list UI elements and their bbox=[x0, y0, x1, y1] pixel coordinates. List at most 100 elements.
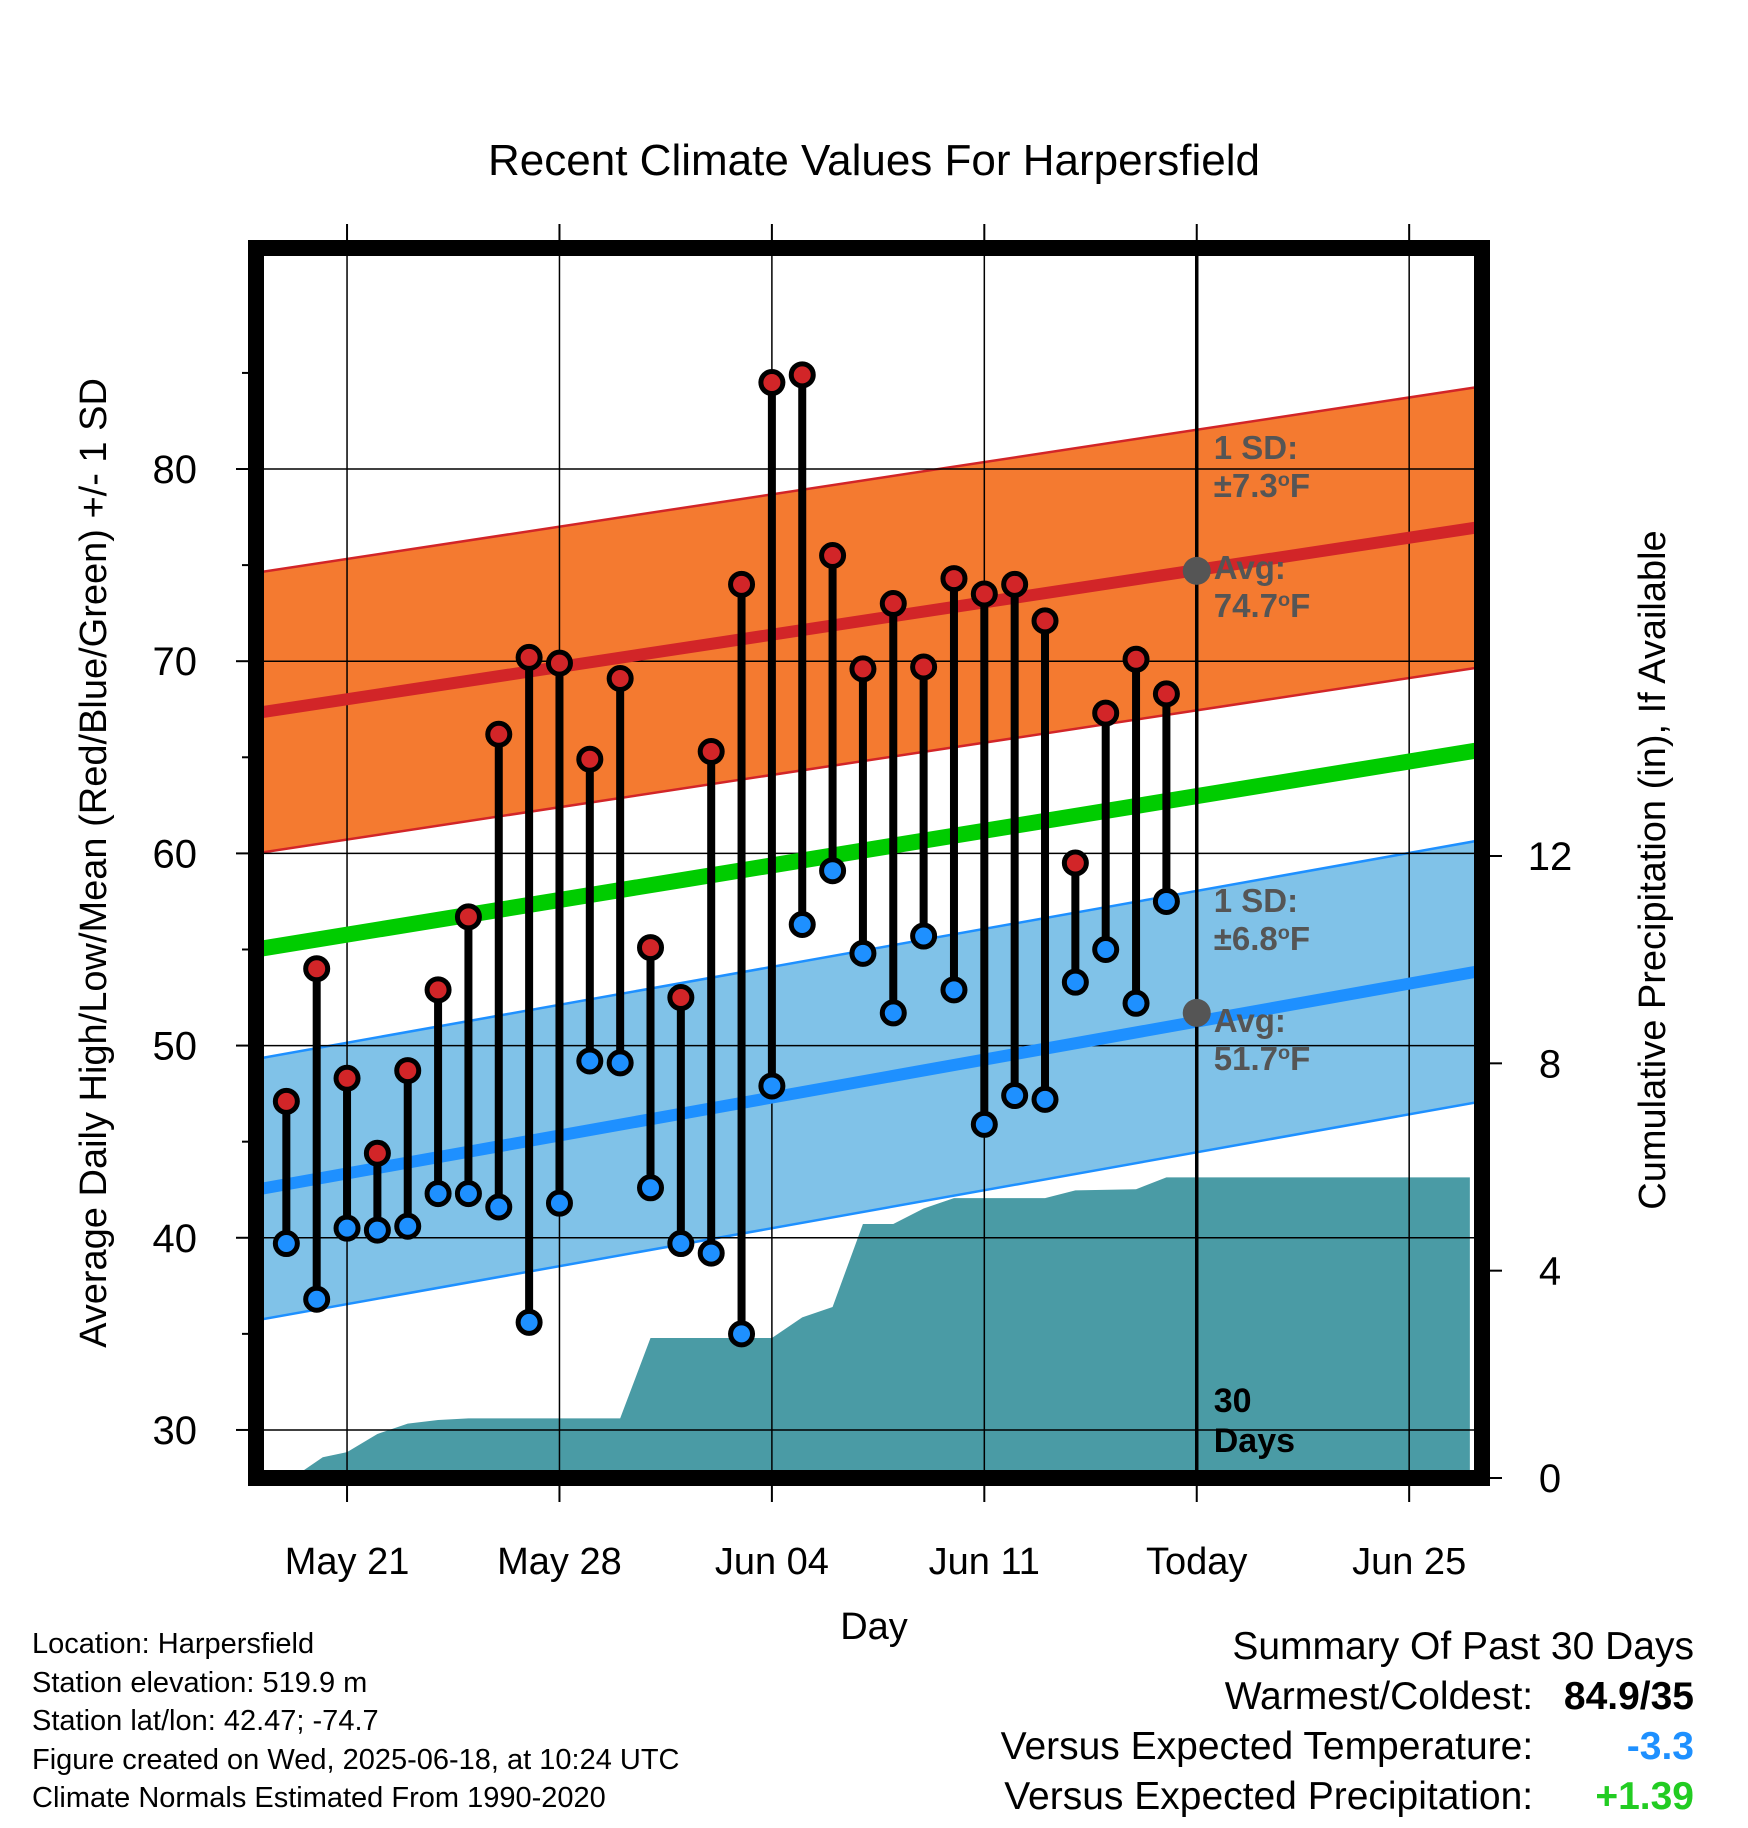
daily-low-point bbox=[394, 1212, 422, 1240]
today-days-label-line: Days bbox=[1214, 1422, 1295, 1460]
y-axis-title-left: Average Daily High/Low/Mean (Red/Blue/Gr… bbox=[73, 378, 115, 1348]
x-axis-title: Day bbox=[840, 1606, 908, 1648]
y-tick-label-left: 70 bbox=[153, 640, 198, 684]
temp-label: Versus Expected Temperature: bbox=[1000, 1725, 1534, 1768]
daily-high-point bbox=[667, 984, 695, 1012]
y-tick-label-left: 80 bbox=[153, 448, 198, 492]
daily-low-point bbox=[454, 1180, 482, 1208]
daily-low-point bbox=[910, 922, 938, 950]
today-high-avg-dot bbox=[1182, 556, 1211, 585]
location-text: Location: Harpersfield bbox=[32, 1628, 315, 1660]
daily-low-point bbox=[849, 939, 877, 967]
degree-symbol: o bbox=[1278, 589, 1290, 611]
daily-high-point bbox=[333, 1064, 361, 1092]
daily-low-point bbox=[576, 1047, 604, 1075]
daily-high-point bbox=[1031, 607, 1059, 635]
daily-low-point bbox=[970, 1110, 998, 1138]
daily-high-point bbox=[940, 565, 968, 593]
daily-high-point bbox=[545, 649, 573, 677]
daily-high-point bbox=[697, 738, 725, 766]
y-tick-label-right: 8 bbox=[1539, 1042, 1561, 1086]
chart-title: Recent Climate Values For Harpersfield bbox=[488, 136, 1260, 185]
daily-high-point bbox=[1122, 645, 1150, 673]
high-avg-annotation: Avg: 74.7oF bbox=[1214, 549, 1311, 624]
degree-symbol: o bbox=[1278, 469, 1290, 491]
y-tick-label-left: 30 bbox=[153, 1409, 198, 1453]
summary-warmest-row: Warmest/Coldest: 84.9/35 bbox=[1001, 1672, 1694, 1722]
daily-high-point bbox=[272, 1087, 300, 1115]
station-info: Location: Harpersfield Station elevation… bbox=[32, 1625, 680, 1818]
high-sd-annotation-line: ±7.3oF bbox=[1214, 467, 1310, 504]
precip-label: Versus Expected Precipitation: bbox=[1004, 1775, 1534, 1818]
latlon-text: Station lat/lon: 42.47; -74.7 bbox=[32, 1705, 379, 1737]
daily-low-point bbox=[606, 1049, 634, 1077]
plot-frame bbox=[248, 240, 1490, 1486]
created-text: Figure created on Wed, 2025-06-18, at 10… bbox=[32, 1743, 680, 1776]
summary-precip-row: Versus Expected Precipitation: +1.39 bbox=[1001, 1772, 1694, 1822]
low-sd-annotation: 1 SD: ±6.8oF bbox=[1214, 882, 1310, 957]
y-tick-label-left: 60 bbox=[153, 832, 198, 876]
normals-text: Climate Normals Estimated From 1990-2020 bbox=[32, 1782, 606, 1814]
daily-low-point bbox=[1001, 1082, 1029, 1110]
summary-temp-row: Versus Expected Temperature: -3.3 bbox=[1001, 1722, 1694, 1772]
elevation-text: Station elevation: 519.9 m bbox=[32, 1666, 368, 1699]
daily-high-point bbox=[879, 590, 907, 618]
daily-low-point bbox=[424, 1180, 452, 1208]
warmest-label: Warmest/Coldest: bbox=[1224, 1675, 1534, 1718]
daily-high-point bbox=[788, 361, 816, 389]
daily-high-point bbox=[363, 1139, 391, 1167]
y-tick-label-right: 12 bbox=[1528, 835, 1573, 879]
daily-high-point bbox=[1092, 699, 1120, 727]
daily-low-point bbox=[485, 1193, 513, 1221]
high-sd-annotation: 1 SD: ±7.3oF bbox=[1214, 429, 1310, 504]
daily-low-point bbox=[667, 1230, 695, 1258]
daily-low-point bbox=[879, 999, 907, 1027]
today-days-label: 30 Days bbox=[1214, 1382, 1295, 1460]
normal-low-line bbox=[256, 964, 1482, 1196]
low-avg-annotation: Avg: 51.7oF bbox=[1214, 1002, 1311, 1077]
precip-value: +1.39 bbox=[1595, 1775, 1694, 1818]
daily-high-point bbox=[454, 903, 482, 931]
warmest-value: 84.9/35 bbox=[1563, 1675, 1694, 1718]
plot-area bbox=[256, 248, 1482, 1478]
y-tick-label-left: 40 bbox=[153, 1217, 198, 1261]
daily-high-point bbox=[485, 720, 513, 748]
daily-high-point bbox=[1061, 849, 1089, 877]
daily-low-point bbox=[1122, 989, 1150, 1017]
daily-high-point bbox=[819, 542, 847, 569]
low-sd-annotation-line: ±6.8oF bbox=[1214, 920, 1310, 957]
summary-title: Summary Of Past 30 Days bbox=[1232, 1625, 1694, 1668]
daily-high-point bbox=[394, 1057, 422, 1085]
degree-symbol: o bbox=[1278, 922, 1290, 944]
daily-high-point bbox=[849, 655, 877, 683]
daily-high-point bbox=[606, 665, 634, 692]
daily-low-point bbox=[1092, 935, 1120, 963]
low-avg-annotation-line: Avg: bbox=[1214, 1002, 1286, 1039]
daily-low-point bbox=[1061, 968, 1089, 996]
today-days-label-line: 30 bbox=[1214, 1382, 1252, 1420]
y-tick-label-right: 0 bbox=[1539, 1457, 1561, 1501]
daily-low-point bbox=[363, 1216, 391, 1244]
x-tick-label: Jun 25 bbox=[1352, 1541, 1466, 1583]
daily-high-point bbox=[728, 570, 756, 598]
daily-high-point bbox=[1152, 680, 1180, 708]
precip-area bbox=[292, 1177, 1470, 1478]
daily-high-point bbox=[910, 653, 938, 681]
daily-low-point bbox=[940, 976, 968, 1004]
daily-low-point bbox=[272, 1230, 300, 1258]
daily-high-point bbox=[303, 955, 331, 983]
temp-value: -3.3 bbox=[1626, 1725, 1694, 1768]
daily-low-point bbox=[333, 1214, 361, 1242]
daily-low-point bbox=[788, 911, 816, 938]
high-sd-annotation-line: 1 SD: bbox=[1214, 429, 1298, 466]
daily-low-point bbox=[515, 1308, 543, 1336]
daily-high-point bbox=[424, 976, 452, 1004]
daily-high-point bbox=[1001, 570, 1029, 598]
daily-high-point bbox=[576, 745, 604, 773]
x-tick-label: May 28 bbox=[497, 1541, 622, 1583]
daily-high-point bbox=[515, 643, 543, 671]
daily-low-point bbox=[303, 1285, 331, 1313]
x-tick-label: Today bbox=[1146, 1541, 1247, 1583]
daily-low-point bbox=[758, 1072, 786, 1100]
